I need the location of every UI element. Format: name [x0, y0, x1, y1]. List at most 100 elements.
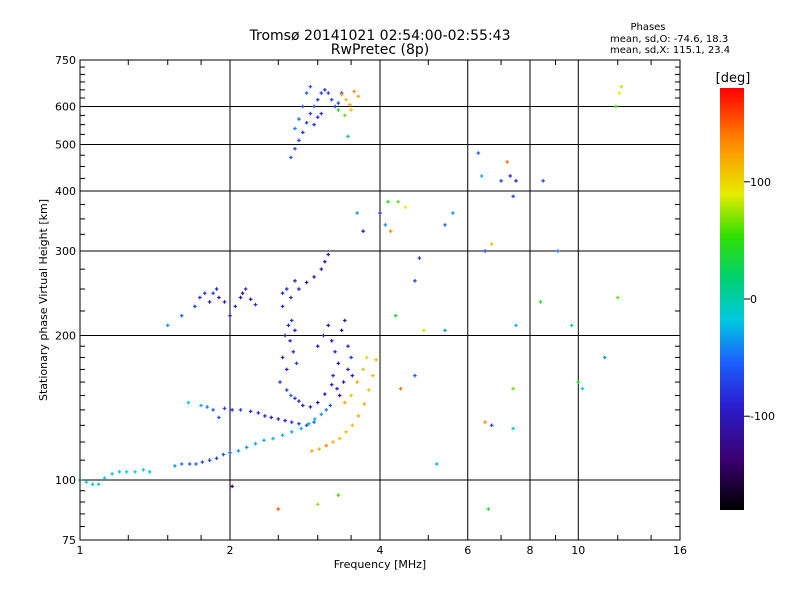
data-point [308, 84, 313, 89]
x-axis-label: Frequency [MHz] [334, 558, 426, 571]
data-point [284, 388, 289, 392]
data-point [301, 403, 305, 408]
data-point [434, 462, 439, 466]
data-point [413, 279, 417, 283]
data-point [371, 373, 375, 378]
data-point [339, 328, 344, 333]
data-point [511, 426, 515, 431]
data-point [489, 423, 494, 428]
data-point [284, 367, 289, 372]
data-point [240, 291, 245, 296]
data-point [294, 361, 299, 366]
data-point [233, 304, 238, 309]
data-point [293, 146, 297, 151]
data-point [200, 460, 205, 464]
data-point [293, 279, 297, 283]
data-point [319, 412, 324, 417]
phases-title: Phases [630, 22, 665, 33]
data-point [207, 458, 212, 462]
data-point [297, 287, 301, 291]
data-point [202, 291, 207, 296]
data-point [576, 380, 581, 384]
data-point [289, 420, 294, 424]
data-point [198, 295, 202, 300]
data-point [339, 92, 344, 97]
data-point [207, 300, 212, 304]
data-point [374, 358, 378, 362]
data-point [90, 482, 95, 487]
data-point [179, 462, 184, 466]
data-point [361, 367, 365, 372]
data-point [179, 313, 184, 318]
data-point [317, 447, 321, 451]
data-point [194, 462, 198, 466]
data-point [217, 415, 221, 420]
data-point [343, 400, 347, 405]
data-point [124, 470, 129, 474]
data-point [141, 468, 146, 472]
chart-title: Tromsø 20141021 02:54:00-02:55:43 [249, 28, 511, 44]
data-point [299, 426, 304, 431]
data-point [328, 403, 333, 408]
data-point [476, 151, 481, 155]
data-point [602, 355, 607, 360]
data-point [346, 134, 350, 139]
data-point [350, 423, 355, 428]
data-point [304, 280, 309, 285]
data-point [248, 409, 253, 414]
data-point [312, 275, 316, 279]
data-point [312, 420, 316, 424]
y-tick-label: 600 [55, 101, 76, 114]
data-point [222, 300, 227, 304]
data-point [396, 199, 400, 204]
data-point [319, 111, 324, 116]
data-point [451, 211, 455, 215]
data-point [280, 355, 285, 360]
data-point [205, 405, 209, 409]
data-point [489, 242, 494, 246]
x-axis: 1 2 4 6 8 10 16 [77, 60, 687, 557]
data-point [293, 126, 297, 131]
data-point [217, 295, 221, 300]
data-point [173, 464, 177, 468]
data-point [319, 267, 324, 271]
data-point [614, 104, 618, 109]
data-point [331, 373, 335, 378]
data-point [331, 440, 335, 444]
chart-subtitle: RwPretec (8p) [331, 42, 429, 58]
data-point [355, 380, 359, 384]
data-point [346, 367, 350, 372]
data-point [413, 373, 417, 378]
data-point [344, 97, 348, 102]
data-point [514, 179, 518, 183]
data-point [211, 408, 215, 412]
data-point [238, 295, 243, 300]
data-point [556, 249, 560, 253]
data-point [301, 104, 305, 109]
data-point [350, 373, 355, 378]
data-point [355, 211, 359, 215]
data-point [483, 249, 487, 253]
data-point [378, 211, 382, 215]
data-point [312, 122, 316, 127]
data-points [78, 84, 624, 511]
x-tick-label: 8 [527, 544, 534, 557]
x-tick-label: 6 [464, 544, 471, 557]
data-point [186, 400, 191, 405]
data-point [244, 445, 249, 450]
colorbar-ticks: 100 0 -100 [744, 176, 775, 423]
data-point [187, 462, 192, 466]
data-point [336, 108, 341, 112]
data-point [263, 414, 267, 418]
data-point [315, 115, 320, 120]
data-point [289, 295, 293, 300]
data-point [315, 344, 320, 349]
x-tick-label: 16 [673, 544, 687, 557]
data-point [323, 392, 327, 396]
data-point [304, 120, 309, 125]
y-axis-label: Stationary phase Virtual Height [km] [37, 199, 50, 401]
data-point [308, 111, 313, 116]
data-point [326, 323, 331, 328]
data-point [96, 482, 101, 487]
